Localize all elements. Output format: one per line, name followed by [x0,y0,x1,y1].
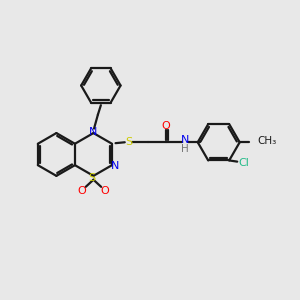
Text: S: S [89,173,96,183]
Text: Cl: Cl [238,158,250,168]
Text: O: O [78,186,86,196]
Text: H: H [181,144,189,154]
Text: N: N [89,127,97,136]
Text: N: N [111,161,120,171]
Text: S: S [125,137,132,147]
Text: CH₃: CH₃ [257,136,277,146]
Text: N: N [181,136,189,146]
Text: O: O [100,186,109,196]
Text: O: O [162,121,170,131]
